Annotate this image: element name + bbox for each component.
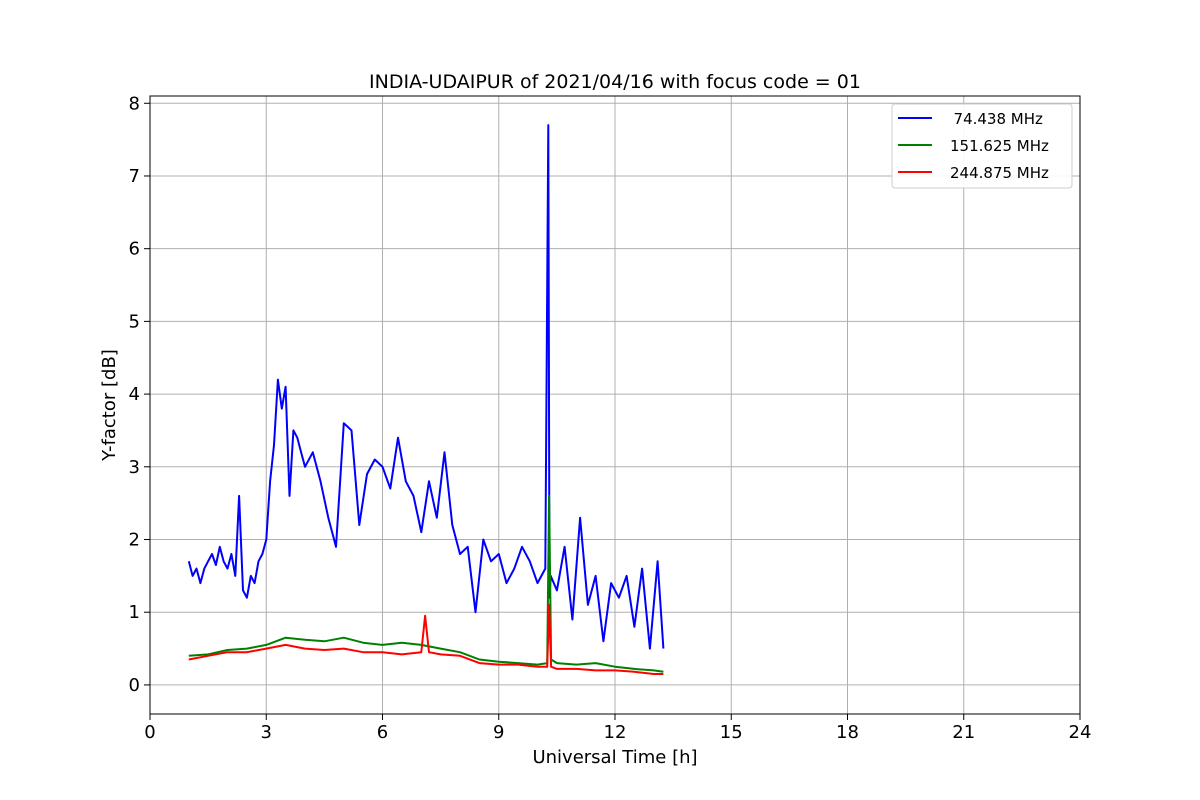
y-tick-label: 4 (129, 384, 140, 405)
x-tick-label: 24 (1069, 722, 1092, 743)
series-layer (187, 124, 665, 675)
x-tick-label: 6 (377, 722, 388, 743)
y-tick-label: 1 (129, 602, 140, 623)
legend-box (891, 103, 1073, 189)
legend-label-244875: 244.875 MHz (950, 164, 1049, 182)
y-tick-label: 0 (129, 675, 140, 696)
x-axis-label: Universal Time [h] (532, 747, 697, 768)
x-tick-label: 21 (952, 722, 975, 743)
x-tick-label: 3 (261, 722, 272, 743)
x-tick-label: 18 (836, 722, 859, 743)
chart-title: INDIA-UDAIPUR of 2021/04/16 with focus c… (369, 71, 861, 93)
y-tick-label: 7 (129, 166, 140, 187)
x-tick-label: 9 (493, 722, 504, 743)
series-line-74-438-mhz (187, 124, 665, 650)
x-tick-label: 15 (720, 722, 743, 743)
x-tick-label: 12 (604, 722, 627, 743)
x-tick-label: 0 (144, 722, 155, 743)
series-line-244-875-mhz (188, 603, 664, 675)
y-tick-label: 8 (129, 93, 140, 114)
legend-label-74438: 74.438 MHz (944, 110, 1043, 128)
y-axis-label: Y-factor [dB] (99, 349, 120, 462)
legend-label-151625: 151.625 MHz (950, 137, 1049, 155)
series-line-151-625-mhz (188, 494, 664, 673)
y-tick-label: 3 (129, 457, 140, 478)
y-tick-label: 5 (129, 311, 140, 332)
y-tick-label: 2 (129, 530, 140, 551)
y-tick-label: 6 (129, 239, 140, 260)
legend: 74.438 MHz 151.625 MHz 244.875 MHz (891, 103, 1073, 189)
